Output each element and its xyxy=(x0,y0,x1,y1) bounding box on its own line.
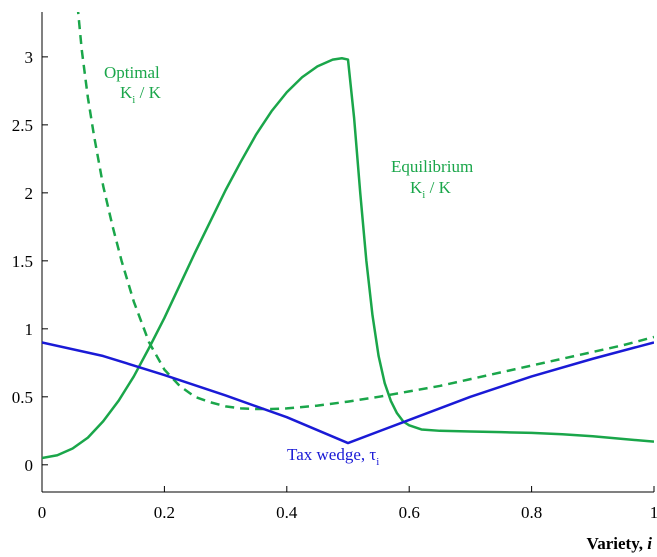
y-tick-label: 3 xyxy=(25,48,34,67)
optimal-rest: / K xyxy=(135,83,161,102)
tax-wedge-label: Tax wedge, τi xyxy=(287,445,379,468)
equilibrium-k: K xyxy=(410,178,423,197)
equilibrium-label-line2: Ki / K xyxy=(410,178,452,201)
x-tick-label: 0.4 xyxy=(276,503,298,522)
x-tick-label: 0.2 xyxy=(154,503,175,522)
equilibrium-label-line1: Equilibrium xyxy=(391,157,473,176)
equilibrium-series-line xyxy=(42,56,654,460)
series-layer xyxy=(42,12,654,460)
equilibrium-rest: / K xyxy=(425,178,451,197)
tax-wedge-text: Tax wedge, xyxy=(287,445,369,464)
optimal-series-line xyxy=(76,12,654,411)
y-ticks: 0 0.5 1 1.5 2 2.5 3 xyxy=(12,48,48,475)
y-tick-label: 2 xyxy=(25,184,34,203)
optimal-label-line1: Optimal xyxy=(104,63,160,82)
x-tick-label: 0 xyxy=(38,503,47,522)
optimal-k: K xyxy=(120,83,133,102)
x-tick-label: 0.6 xyxy=(399,503,420,522)
x-axis-label: Variety, i xyxy=(587,534,653,553)
x-axis-label-text: Variety, xyxy=(587,534,648,553)
optimal-sub: i xyxy=(132,94,135,106)
x-tick-label: 1 xyxy=(650,503,657,522)
x-axis-label-var: i xyxy=(647,534,652,553)
tax-wedge-tau: τ xyxy=(369,445,376,464)
y-tick-label: 1.5 xyxy=(12,252,33,271)
equilibrium-sub: i xyxy=(422,189,425,201)
x-ticks: 0 0.2 0.4 0.6 0.8 1 xyxy=(38,486,657,522)
y-tick-label: 0.5 xyxy=(12,388,33,407)
x-tick-label: 0.8 xyxy=(521,503,542,522)
y-tick-label: 0 xyxy=(25,456,34,475)
tax-wedge-series-line xyxy=(42,341,654,445)
y-tick-label: 2.5 xyxy=(12,116,33,135)
tax-wedge-sub: i xyxy=(376,456,379,468)
optimal-label-line2: Ki / K xyxy=(120,83,162,106)
y-tick-label: 1 xyxy=(25,320,34,339)
